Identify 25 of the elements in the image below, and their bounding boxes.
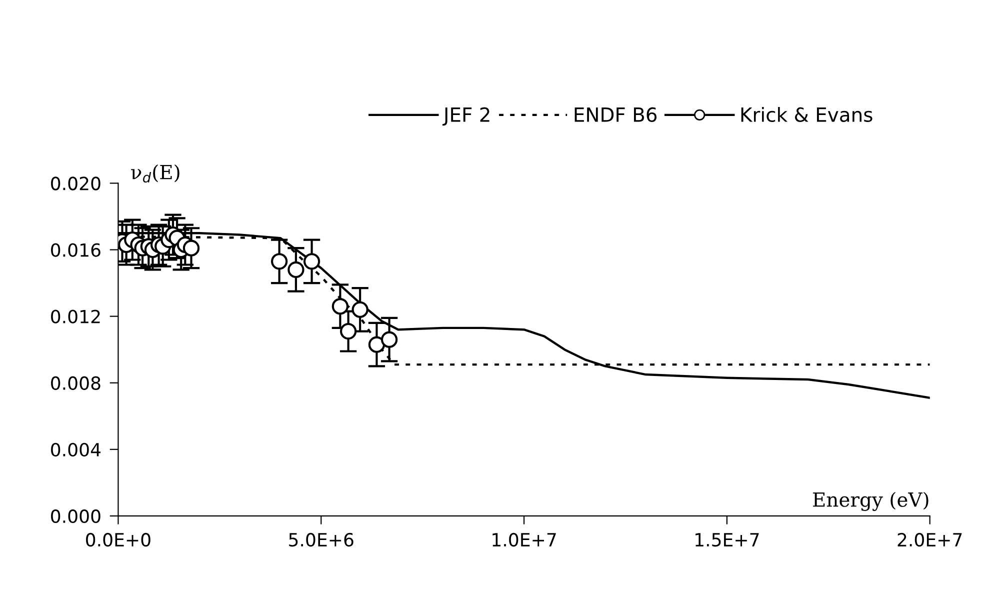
point: [303, 253, 320, 270]
x-tick-label: 1.0E+7: [492, 532, 556, 547]
legend-label: JEF 2: [442, 107, 490, 126]
point: [288, 261, 304, 278]
x-axis-title: Energy (eV): [813, 492, 928, 511]
point: [380, 331, 398, 348]
point: [182, 240, 200, 256]
y-tick-label: 0.020: [51, 176, 100, 190]
y-axis-title: ν$_{d}$(E): [131, 164, 180, 183]
point: [352, 301, 368, 318]
y-tick-label: 0.008: [51, 376, 100, 390]
x-tick-label: 0.0E+0: [86, 532, 150, 547]
legend-label: Krick & Evans: [741, 106, 872, 122]
y-tick-label: 0.004: [51, 442, 101, 457]
y-tick-label: 0.012: [51, 310, 100, 324]
x-tick-label: 2.0E+7: [898, 532, 962, 547]
legend-label: ENDF B6: [574, 107, 657, 122]
point: [332, 298, 349, 315]
point: [340, 322, 357, 340]
point: [368, 336, 386, 353]
y-tick-label: 0.000: [51, 509, 100, 524]
point: [270, 253, 288, 270]
y-tick-label: 0.016: [51, 243, 100, 257]
x-tick-label: 1.5E+7: [696, 533, 759, 547]
x-tick-label: 5.0E+6: [289, 532, 354, 547]
